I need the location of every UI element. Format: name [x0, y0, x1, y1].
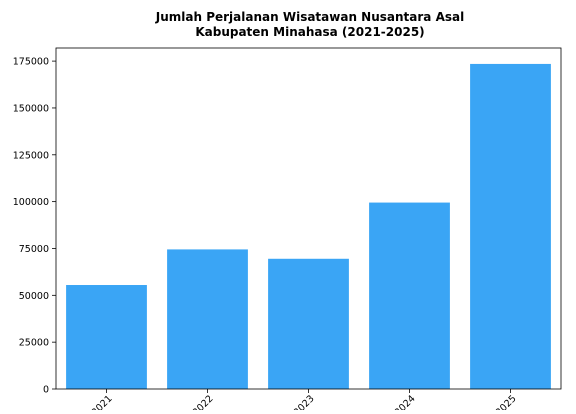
y-tick-label-100000: 100000 [13, 197, 49, 208]
x-tick-label-2025: 2025 [494, 393, 519, 410]
chart-title-line-2: Kabupaten Minahasa (2021-2025) [195, 25, 424, 39]
y-tick-label-75000: 75000 [19, 244, 49, 255]
bar-2025 [470, 63, 551, 390]
y-tick-label-150000: 150000 [13, 103, 49, 114]
y-tick-label-25000: 25000 [19, 338, 49, 349]
chart-title-line-1: Jumlah Perjalanan Wisatawan Nusantara As… [155, 10, 464, 24]
bars-group [66, 63, 551, 390]
y-tick-label-0: 0 [43, 385, 49, 396]
y-tick-label-175000: 175000 [13, 57, 49, 68]
y-tick-label-50000: 50000 [19, 291, 49, 302]
x-tick-label-2021: 2021 [90, 393, 115, 410]
bar-2024 [369, 202, 450, 389]
x-tick-label-2023: 2023 [292, 393, 317, 410]
bar-2023 [268, 258, 349, 389]
y-tick-label-125000: 125000 [13, 150, 49, 161]
x-tick-label-2024: 2024 [393, 393, 418, 410]
x-tick-label-2022: 2022 [191, 393, 216, 410]
bar-2022 [167, 249, 248, 389]
bar-2021 [66, 285, 147, 389]
